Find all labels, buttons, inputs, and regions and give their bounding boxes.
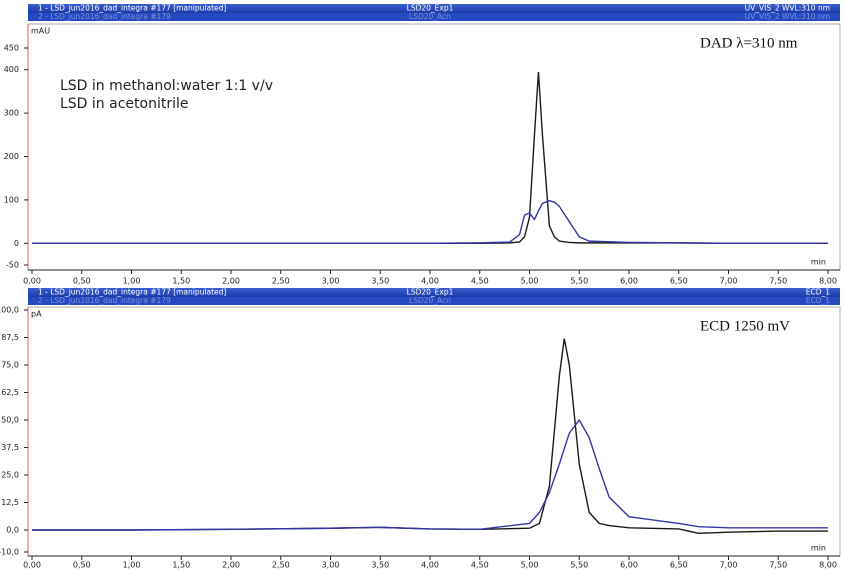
annotation: DAD λ=310 nm [700, 35, 798, 51]
y-tick-label: -10,0 [0, 548, 19, 557]
x-tick-label: 0,50 [73, 277, 91, 286]
x-tick-label: 0,00 [23, 561, 41, 570]
y-tick-label: 50,0 [1, 416, 19, 425]
x-tick-label: 3,50 [371, 277, 389, 286]
x-tick-label: 1,00 [123, 561, 141, 570]
x-tick-label: 2,00 [222, 561, 240, 570]
x-tick-label: 5,00 [521, 561, 539, 570]
y-tick-label: 450 [4, 44, 19, 53]
x-tick-label: 4,50 [471, 277, 489, 286]
header-left: 2 - LSD_jun2016_dad_integra #179 [38, 12, 171, 21]
y-tick-label: 0,0 [6, 526, 19, 535]
header-right: UV_VIS_2 WVL:310 nm [745, 4, 830, 13]
header-bar [28, 297, 840, 305]
header-right: ECD_1 [806, 296, 831, 305]
series-line [32, 200, 828, 244]
annotation: ECD 1250 mV [700, 318, 790, 334]
x-tick-label: 5,00 [521, 277, 539, 286]
header-right: ECD_1 [806, 288, 831, 297]
header-left: 1 - LSD_jun2016_dad_integra #177 [manipu… [38, 4, 226, 13]
y-unit: pA [31, 310, 42, 319]
x-tick-label: 2,50 [272, 561, 290, 570]
x-tick-label: 4,50 [471, 561, 489, 570]
x-tick-label: 7,00 [720, 277, 738, 286]
y-tick-label: 200 [4, 152, 19, 161]
header-center: LSD20_Acn [409, 296, 451, 305]
x-tick-label: 5,50 [570, 277, 588, 286]
y-tick-label: 62,5 [1, 388, 19, 397]
plot-frame [27, 23, 841, 271]
x-tick-label: 1,50 [172, 561, 190, 570]
x-tick-label: 8,00 [819, 561, 837, 570]
x-tick-label: 6,00 [620, 277, 638, 286]
series-line [32, 338, 828, 535]
y-tick-label: 87,5 [1, 333, 19, 342]
header-left: 2 - LSD_jun2016_dad_integra #179 [38, 296, 171, 305]
y-tick-label: 300 [4, 109, 19, 118]
y-tick-label: -50 [6, 261, 19, 270]
plot-frame [27, 306, 841, 557]
x-tick-label: 5,50 [570, 561, 588, 570]
x-tick-label: 6,50 [670, 561, 688, 570]
x-tick-label: 4,00 [421, 277, 439, 286]
x-tick-label: 7,50 [769, 277, 787, 286]
x-tick-label: 6,50 [670, 277, 688, 286]
x-tick-label: 1,00 [123, 277, 141, 286]
series-line [32, 418, 828, 531]
header-left: 1 - LSD_jun2016_dad_integra #177 [manipu… [38, 288, 226, 297]
x-tick-label: 0,00 [23, 277, 41, 286]
y-tick-label: 0 [14, 239, 19, 248]
x-tick-label: 2,50 [272, 277, 290, 286]
header-center: LSD20_Exp1 [407, 4, 454, 13]
header-bar [28, 288, 840, 297]
x-tick-label: 3,00 [322, 277, 340, 286]
y-tick-label: 75,0 [1, 361, 19, 370]
y-tick-label: 12,5 [1, 498, 19, 507]
x-tick-label: 3,50 [371, 561, 389, 570]
legend-entry: LSD in acetonitrile [60, 96, 188, 112]
x-tick-label: 2,00 [222, 277, 240, 286]
y-unit: mAU [31, 27, 50, 36]
x-unit: min [811, 544, 826, 553]
x-tick-label: 7,00 [720, 561, 738, 570]
x-tick-label: 0,50 [73, 561, 91, 570]
x-tick-label: 6,00 [620, 561, 638, 570]
header-bar [28, 4, 840, 13]
x-tick-label: 3,00 [322, 561, 340, 570]
y-tick-label: 100,0 [0, 306, 19, 315]
header-bar [28, 13, 840, 21]
x-unit: min [811, 258, 826, 267]
legend-entry: LSD in methanol:water 1:1 v/v [60, 78, 273, 94]
header-center: LSD20_Acn [409, 12, 451, 21]
y-tick-label: 25,0 [1, 471, 19, 480]
header-center: LSD20_Exp1 [407, 288, 454, 297]
y-tick-label: 100 [4, 195, 19, 204]
header-right: UV_VIS_2 WVL:310 nm [745, 12, 830, 21]
x-tick-label: 7,50 [769, 561, 787, 570]
y-tick-label: 400 [4, 65, 19, 74]
x-tick-label: 8,00 [819, 277, 837, 286]
x-tick-label: 4,00 [421, 561, 439, 570]
y-tick-label: 37,5 [1, 443, 19, 452]
x-tick-label: 1,50 [172, 277, 190, 286]
